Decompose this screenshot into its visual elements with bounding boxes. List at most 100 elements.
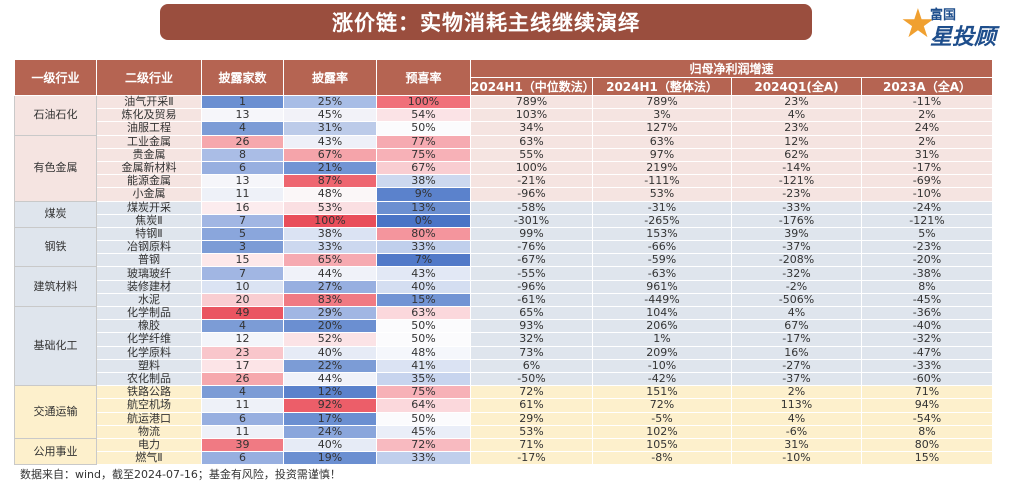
positive-rate-cell: 75%: [376, 385, 471, 400]
growth-2023a-cell: -69%: [860, 174, 994, 189]
positive-rate-cell: 50%: [376, 411, 471, 426]
growth-2024h1-overall-cell: 105%: [592, 437, 732, 453]
positive-rate-cell: 43%: [376, 266, 471, 281]
level2-industry-cell: 金属新材料: [96, 160, 202, 176]
disclosure-rate-cell: 67%: [283, 147, 377, 162]
positive-rate-cell: 35%: [376, 371, 471, 387]
growth-2024h1-median-cell: -301%: [470, 213, 593, 228]
growth-2023a-cell: 71%: [860, 385, 994, 400]
growth-2024h1-median-cell: 73%: [470, 345, 593, 360]
disclosure-count-cell: 26: [201, 371, 284, 387]
level2-industry-cell: 冶钢原料: [96, 240, 202, 255]
growth-2024h1-overall-cell: -66%: [592, 240, 732, 255]
growth-2024h1-overall-cell: 153%: [592, 226, 732, 242]
growth-2024h1-median-cell: 55%: [470, 147, 593, 162]
growth-2024q1-cell: 4%: [731, 305, 862, 321]
table-row: 金属新材料 6 21% 67% 100% 219% -14% -17%: [15, 160, 994, 176]
positive-rate-cell: 54%: [376, 108, 471, 123]
growth-2024h1-median-cell: 789%: [470, 94, 593, 110]
growth-2023a-cell: -45%: [860, 292, 994, 308]
growth-2024q1-cell: 39%: [731, 226, 862, 242]
growth-2024q1-cell: -17%: [731, 332, 862, 347]
positive-rate-cell: 0%: [376, 213, 471, 228]
table-row: 建筑材料 玻璃玻纤 7 44% 43% -55% -63% -32% -38%: [14, 266, 994, 307]
disclosure-count-cell: 15: [201, 253, 284, 268]
growth-2024h1-median-cell: -21%: [470, 174, 593, 189]
growth-2024h1-median-cell: -76%: [470, 240, 593, 255]
disclosure-count-cell: 8: [201, 147, 284, 162]
disclosure-count-cell: 6: [201, 451, 284, 466]
growth-2023a-cell: -23%: [860, 240, 994, 255]
disclosure-rate-cell: 17%: [283, 411, 377, 426]
growth-2023a-cell: 31%: [860, 147, 994, 162]
positive-rate-cell: 9%: [376, 187, 471, 202]
growth-2024q1-cell: 12%: [731, 134, 862, 149]
level2-industry-cell: 玻璃玻纤: [96, 266, 202, 281]
table-row: 普钢 15 65% 7% -67% -59% -208% -20%: [15, 253, 994, 268]
level2-industry-cell: 铁路公路: [96, 385, 202, 400]
growth-2023a-cell: 15%: [860, 451, 994, 466]
growth-2024q1-cell: -23%: [731, 187, 862, 202]
level1-industry-cell: 钢铁: [14, 226, 97, 268]
growth-2024q1-cell: -10%: [731, 451, 862, 466]
growth-2024h1-overall-cell: -10%: [592, 358, 732, 373]
header-profit-growth-group: 归母净利润增速: [469, 59, 994, 78]
growth-2024q1-cell: -176%: [731, 213, 862, 228]
disclosure-rate-cell: 20%: [283, 319, 377, 334]
growth-2024q1-cell: -2%: [731, 279, 862, 294]
disclosure-rate-cell: 12%: [283, 385, 377, 400]
disclosure-count-cell: 16: [201, 200, 284, 215]
level2-industry-cell: 塑料: [96, 358, 202, 373]
growth-2023a-cell: 5%: [860, 226, 994, 242]
growth-2024h1-overall-cell: 209%: [592, 345, 732, 360]
positive-rate-cell: 45%: [376, 424, 471, 439]
growth-2024h1-median-cell: -96%: [470, 279, 593, 294]
table-row: 物流 11 24% 45% 53% 102% -6% 8%: [15, 424, 994, 439]
table-row: 石油石化 油气开采Ⅱ 1 25% 100% 789% 789% 23% -11%: [14, 94, 994, 136]
star-icon: ★: [900, 1, 936, 47]
positive-rate-cell: 48%: [376, 345, 471, 360]
level2-industry-cell: 化学纤维: [96, 332, 202, 347]
positive-rate-cell: 77%: [376, 134, 471, 149]
level2-industry-cell: 农化制品: [96, 371, 202, 387]
logo-top-text: 富国: [930, 8, 957, 23]
table-row: 油服工程 4 31% 50% 34% 127% 23% 24%: [15, 121, 994, 136]
disclosure-rate-cell: 29%: [283, 305, 377, 321]
header-level2-industry: 二级行业: [96, 59, 202, 96]
level1-industry-cell: 公用事业: [14, 437, 97, 466]
level2-industry-cell: 小金属: [96, 187, 202, 202]
disclosure-rate-cell: 87%: [283, 174, 377, 189]
growth-2024q1-cell: -33%: [731, 200, 862, 215]
table-row: 橡胶 4 20% 50% 93% 206% 67% -40%: [15, 319, 994, 334]
level2-industry-cell: 水泥: [96, 292, 202, 308]
growth-2024h1-median-cell: 65%: [470, 305, 593, 321]
positive-rate-cell: 50%: [376, 319, 471, 334]
disclosure-rate-cell: 44%: [283, 371, 377, 387]
header-disclosure-count: 披露家数: [201, 59, 284, 96]
disclosure-rate-cell: 92%: [283, 398, 377, 413]
table-row: 化学纤维 12 52% 50% 32% 1% -17% -32%: [15, 332, 994, 347]
disclosure-rate-cell: 65%: [283, 253, 377, 268]
growth-2023a-cell: 80%: [860, 437, 994, 453]
disclosure-rate-cell: 21%: [283, 160, 377, 176]
positive-rate-cell: 33%: [376, 451, 471, 466]
level1-industry-cell: 有色金属: [14, 134, 97, 202]
table-row: 炼化及贸易 13 45% 54% 103% 3% 4% 2%: [15, 108, 994, 123]
level2-industry-cell: 普钢: [96, 253, 202, 268]
growth-2024h1-median-cell: -17%: [470, 451, 593, 466]
table-row: 煤炭 煤炭开采 16 53% 13% -58% -31% -33% -24%: [14, 200, 994, 228]
table-row: 钢铁 特钢Ⅱ 5 38% 80% 99% 153% 39% 5%: [14, 226, 994, 268]
logo-main-text: 星投顾: [930, 25, 997, 50]
disclosure-count-cell: 17: [201, 358, 284, 373]
growth-2024q1-cell: -121%: [731, 174, 862, 189]
growth-2024h1-median-cell: 99%: [470, 226, 593, 242]
disclosure-rate-cell: 44%: [283, 266, 377, 281]
table-row: 焦炭Ⅱ 7 100% 0% -301% -265% -176% -121%: [15, 213, 994, 228]
growth-2024h1-overall-cell: 72%: [592, 398, 732, 413]
level2-industry-cell: 橡胶: [96, 319, 202, 334]
level1-industry-cell: 建筑材料: [14, 266, 97, 307]
growth-2024h1-overall-cell: 789%: [592, 94, 732, 110]
growth-2024q1-cell: -32%: [731, 266, 862, 281]
growth-2024h1-overall-cell: 206%: [592, 319, 732, 334]
growth-2024h1-median-cell: 61%: [470, 398, 593, 413]
